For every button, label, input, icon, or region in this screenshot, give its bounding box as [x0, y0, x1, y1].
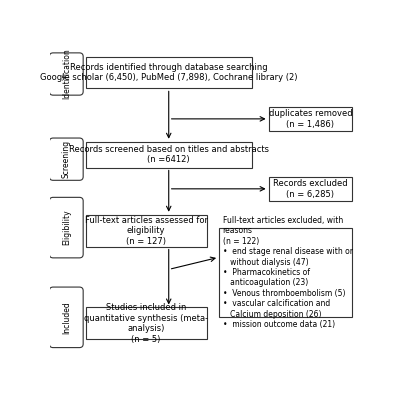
FancyBboxPatch shape: [268, 177, 352, 201]
Text: duplicates removed
(n = 1,486): duplicates removed (n = 1,486): [268, 109, 352, 129]
FancyBboxPatch shape: [49, 138, 83, 180]
FancyBboxPatch shape: [86, 215, 206, 246]
Text: Studies included in
quantitative synthesis (meta-
analysis)
(n = 5): Studies included in quantitative synthes…: [84, 303, 208, 344]
FancyBboxPatch shape: [219, 228, 352, 316]
Text: Screening: Screening: [62, 140, 71, 178]
FancyBboxPatch shape: [86, 56, 252, 88]
FancyBboxPatch shape: [49, 287, 83, 348]
Text: Records identified through database searching
Google scholar (6,450), PubMed (7,: Records identified through database sear…: [40, 63, 297, 82]
Text: Eligibility: Eligibility: [62, 210, 71, 245]
Text: Included: Included: [62, 301, 71, 334]
FancyBboxPatch shape: [86, 307, 206, 339]
FancyBboxPatch shape: [86, 142, 252, 167]
Text: Records excluded
(n = 6,285): Records excluded (n = 6,285): [273, 179, 348, 199]
Text: Records screened based on titles and abstracts
(n =6412): Records screened based on titles and abs…: [68, 145, 268, 164]
Text: Full-text articles assessed for
eligibility
(n = 127): Full-text articles assessed for eligibil…: [85, 216, 208, 246]
FancyBboxPatch shape: [268, 107, 352, 131]
Text: Full-text articles excluded, with
reasons
(n = 122)
•  end stage renal disease w: Full-text articles excluded, with reason…: [223, 216, 353, 329]
Text: Identification: Identification: [62, 49, 71, 100]
FancyBboxPatch shape: [49, 53, 83, 95]
FancyBboxPatch shape: [49, 198, 83, 258]
